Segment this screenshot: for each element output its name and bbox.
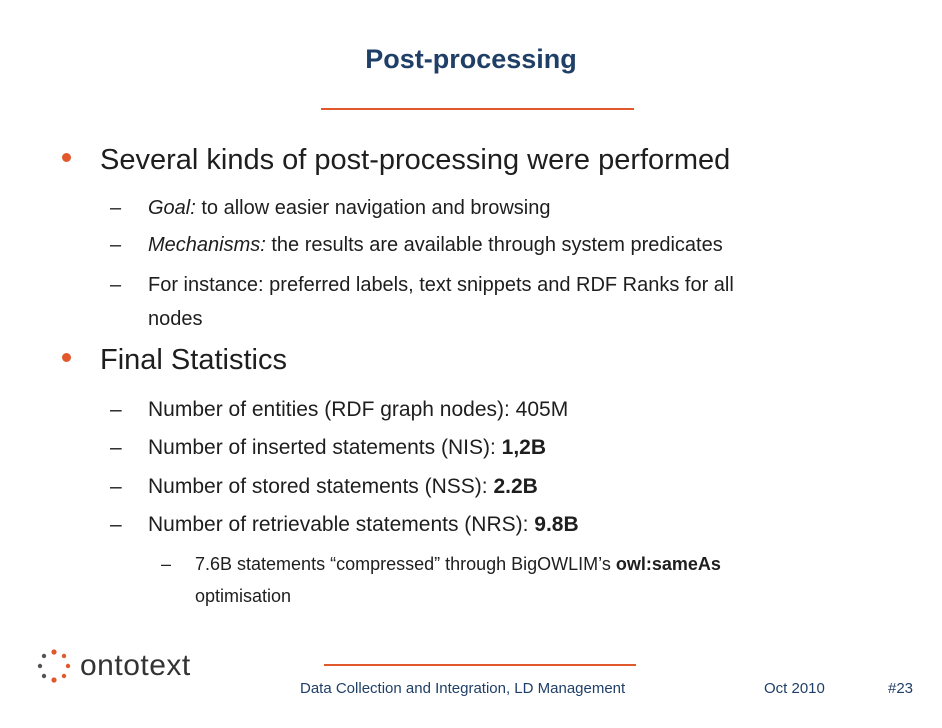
- bullet-dot-icon: [62, 353, 71, 362]
- footer-underline: [324, 664, 636, 666]
- note-text-line2: optimisation: [195, 586, 292, 606]
- sub-bullet-text: the results are available through system…: [265, 234, 723, 256]
- dash-icon: –: [110, 398, 122, 421]
- bullet-post-processing: Several kinds of post-processing were pe…: [62, 144, 731, 177]
- sub-bullet-text-line2: nodes: [148, 308, 203, 330]
- stat-text: Number of inserted statements (NIS):: [148, 436, 502, 459]
- stat-compressed-note: – 7.6B statements “compressed” through B…: [161, 548, 855, 612]
- sub-bullet-label: Goal:: [148, 197, 196, 219]
- bullet-text: Several kinds of post-processing were pe…: [100, 144, 731, 176]
- dash-icon: –: [110, 513, 122, 536]
- bullet-final-statistics: Final Statistics: [62, 344, 287, 377]
- sub-bullet-label: Mechanisms:: [148, 234, 266, 256]
- stat-value: 2.2B: [493, 475, 538, 498]
- stat-retrievable: – Number of retrievable statements (NRS)…: [110, 508, 848, 542]
- dash-icon: –: [110, 234, 122, 256]
- stat-inserted: – Number of inserted statements (NIS): 1…: [110, 431, 848, 465]
- stat-value: 1,2B: [501, 436, 546, 459]
- dash-icon: –: [110, 475, 122, 498]
- note-bold: owl:sameAs: [615, 554, 721, 574]
- dash-icon: –: [110, 197, 122, 219]
- bullet-dot-icon: [62, 153, 71, 162]
- sub-bullet-goal: – Goal: to allow easier navigation and b…: [110, 191, 848, 225]
- note-text: 7.6B statements “compressed” through Big…: [195, 554, 616, 574]
- ontotext-logo-text: ontotext: [80, 649, 191, 682]
- sub-bullet-text-line1: For instance: preferred labels, text sni…: [148, 274, 734, 296]
- ontotext-logo-icon: [37, 649, 71, 683]
- bullet-text: Final Statistics: [100, 344, 287, 376]
- slide-title: Post-processing: [365, 44, 577, 74]
- stat-text: Number of stored statements (NSS):: [148, 475, 494, 498]
- footer-caption: Data Collection and Integration, LD Mana…: [300, 680, 626, 697]
- stat-value: 9.8B: [534, 513, 579, 536]
- stat-entities: – Number of entities (RDF graph nodes): …: [110, 393, 848, 427]
- dash-icon: –: [161, 554, 172, 574]
- slide-number: #23: [888, 680, 914, 697]
- ontotext-logo: ontotext: [36, 648, 191, 684]
- stat-text: Number of retrievable statements (NRS):: [148, 513, 535, 536]
- stat-text: Number of entities (RDF graph nodes): 40…: [148, 398, 569, 421]
- title-underline: [321, 108, 634, 110]
- sub-bullet-instance: – For instance: preferred labels, text s…: [110, 268, 848, 336]
- stat-stored: – Number of stored statements (NSS): 2.2…: [110, 470, 848, 504]
- sub-bullet-mechanisms: – Mechanisms: the results are available …: [110, 228, 848, 262]
- sub-bullet-text: to allow easier navigation and browsing: [195, 197, 551, 219]
- dash-icon: –: [110, 436, 122, 459]
- footer-date: Oct 2010: [764, 680, 825, 697]
- dash-icon: –: [110, 274, 122, 296]
